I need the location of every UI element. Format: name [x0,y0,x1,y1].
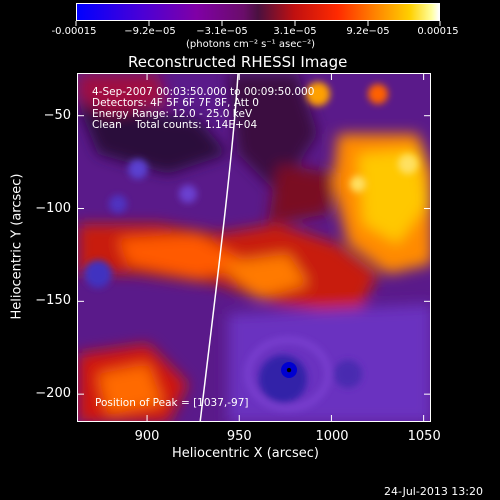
limb-curve [199,74,239,421]
chart-title: Reconstructed RHESSI Image [128,53,348,71]
x-axis-label: Heliocentric X (arcsec) [172,446,319,461]
colorbar-ticks [75,21,441,26]
y-tick-label: −100 [35,200,71,216]
colorbar-tick-label: −3.1e−05 [196,26,248,37]
x-tick-label: 1050 [407,429,441,444]
annotation-line: 4-Sep-2007 00:03:50.000 to 00:09:50.000 [92,86,315,98]
timestamp: 24-Jul-2013 13:20 [384,485,484,498]
annotation-line: Energy Range: 12.0 - 25.0 keV [92,108,253,120]
colorbar-tick-label: 3.1e−05 [273,26,317,37]
heatmap-image [78,74,430,421]
x-tick-label: 900 [134,429,160,444]
colorbar-tick-label: −9.2e−05 [124,26,176,37]
annotation-line: Detectors: 4F 5F 6F 7F 8F, Att 0 [92,97,259,109]
x-tick-label: 950 [226,429,252,444]
colorbar-tick-label: 0.00015 [417,26,459,37]
colorbar-tick-label: -0.00015 [51,26,97,37]
y-tick-label: −150 [35,293,71,309]
colorbar-tick-label: 9.2e−05 [346,26,390,37]
colorbar [76,3,440,21]
annotation-line: Clean Total counts: 1.14E+04 [92,119,258,131]
peak-label: Position of Peak = [1037,-97] [95,397,249,409]
y-axis-label: Heliocentric Y (arcsec) [9,173,25,320]
y-tick-label: −200 [35,386,71,402]
plot-area [77,73,431,422]
y-tick-label: −50 [43,107,71,123]
x-tick-label: 1000 [315,429,349,444]
colorbar-units: (photons cm⁻² s⁻¹ asec⁻²) [186,39,316,50]
